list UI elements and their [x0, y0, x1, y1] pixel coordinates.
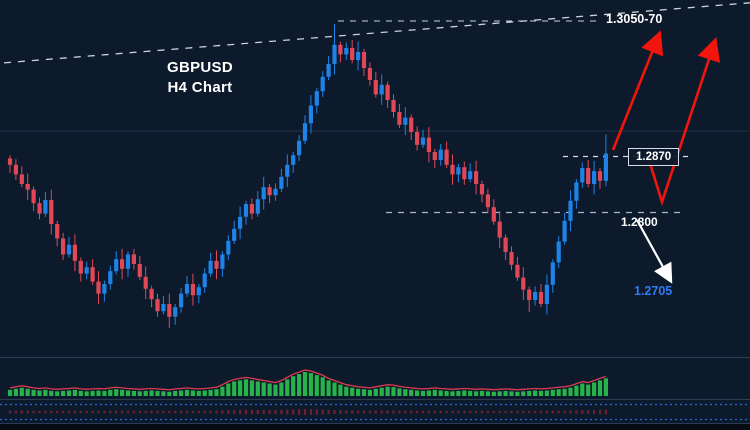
bullish-arrow-2 [647, 37, 721, 207]
chart-title: GBPUSD H4 Chart [150, 58, 250, 99]
resistance-zone-label: 1.3050-70 [606, 12, 663, 26]
chart-title-timeframe: H4 Chart [167, 79, 233, 97]
level-lines [338, 20, 688, 214]
bearish-target-label: 1.2705 [634, 284, 673, 298]
projection-arrows [611, 30, 721, 284]
trendline [0, 2, 750, 64]
panel-separators [0, 357, 750, 430]
lower-indicator-levels [0, 403, 748, 421]
chart-title-pair: GBPUSD [167, 59, 233, 76]
oscillator-signal-line [9, 369, 607, 391]
oscillator-histogram [7, 372, 608, 396]
lower-indicator-marks [8, 409, 607, 415]
bearish-arrow [636, 219, 673, 284]
support-level-label: 1.2800 [621, 215, 658, 229]
candlesticks [7, 24, 608, 328]
breakout-level-label: 1.2870 [628, 148, 680, 166]
bullish-arrow-1 [611, 30, 664, 151]
